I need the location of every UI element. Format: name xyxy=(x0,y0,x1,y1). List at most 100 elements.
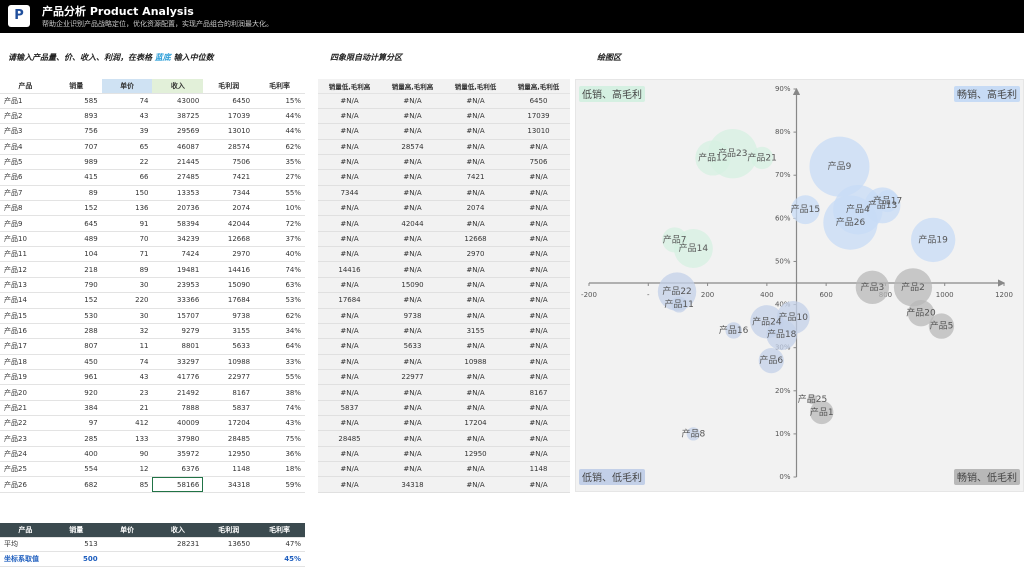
table-cell: 12668 xyxy=(444,231,507,248)
table-cell: 17039 xyxy=(203,108,255,125)
highlight: 蓝底 xyxy=(154,53,171,62)
bubble-label: 产品2 xyxy=(901,281,925,293)
table-cell: 585 xyxy=(50,93,102,109)
table-cell: 11 xyxy=(101,338,153,355)
page-title: 产品分析 Product Analysis xyxy=(42,5,194,18)
table-cell: #N/A xyxy=(381,461,444,478)
table-cell: 7506 xyxy=(203,154,255,171)
table-cell: #N/A xyxy=(444,292,507,309)
table-cell: 35% xyxy=(254,154,305,171)
table-row: #N/A #N/A 10988 #N/A xyxy=(318,354,570,370)
table-cell: 13010 xyxy=(203,123,255,140)
table-cell: 5633 xyxy=(203,338,255,355)
column-header: 毛利率 xyxy=(254,79,305,94)
table-cell: 14416 xyxy=(318,261,381,278)
table-cell: 40009 xyxy=(152,415,204,432)
table-cell: 产品2 xyxy=(0,108,51,125)
table-cell: #N/A xyxy=(318,123,381,140)
table-cell: 136 xyxy=(101,200,153,217)
header-bar: P 产品分析 Product Analysis 帮助企业识别产品战略定位，优化资… xyxy=(0,0,1024,33)
table-row: 产品22 97 412 40009 17204 43% xyxy=(0,415,305,432)
table-cell: 15090 xyxy=(203,277,255,294)
table-cell: 64% xyxy=(254,338,305,355)
table-row: 产品17 807 11 8801 5633 64% xyxy=(0,338,305,355)
table-cell: 产品26 xyxy=(0,476,51,493)
table-cell: 22 xyxy=(101,154,153,171)
table-cell: 1148 xyxy=(507,461,570,478)
table-cell: 42044 xyxy=(381,215,444,232)
table-cell: 产品5 xyxy=(0,154,51,171)
table-row: 产品25 554 12 6376 1148 18% xyxy=(0,461,305,478)
table-row: 7344 #N/A #N/A #N/A xyxy=(318,185,570,202)
table-row: 产品21 384 21 7888 5837 74% xyxy=(0,400,305,417)
table-cell: 10988 xyxy=(203,354,255,370)
bubble-label: 产品23 xyxy=(718,147,747,159)
table-cell: 66 xyxy=(101,169,153,186)
bubble-label: 产品18 xyxy=(767,328,797,340)
table-row: 产品26 682 85 58166 34318 59% xyxy=(0,476,305,493)
table-cell: #N/A xyxy=(381,292,444,309)
table-cell: 384 xyxy=(50,400,102,417)
table-cell: #N/A xyxy=(381,123,444,140)
table-row: #N/A 15090 #N/A #N/A xyxy=(318,277,570,294)
table-cell: 43 xyxy=(101,108,153,125)
table-cell: 产品16 xyxy=(0,323,51,340)
table-cell: #N/A xyxy=(318,369,381,386)
table-cell: #N/A xyxy=(381,400,444,417)
table-cell: 23953 xyxy=(152,277,204,294)
bubble-label: 产品12 xyxy=(698,151,727,163)
table-row: 平均 513 28231 13650 47% xyxy=(0,537,305,552)
table-cell: #N/A xyxy=(318,108,381,125)
table-cell: #N/A xyxy=(318,154,381,171)
table-cell: #N/A xyxy=(507,446,570,463)
table-cell: 400 xyxy=(50,446,102,463)
table-cell: #N/A xyxy=(381,154,444,171)
table-cell: 3155 xyxy=(203,323,255,340)
table-cell: #N/A xyxy=(381,261,444,278)
table-cell: #N/A xyxy=(318,277,381,294)
table-cell: 5633 xyxy=(381,338,444,355)
table-row: #N/A #N/A #N/A 1148 xyxy=(318,461,570,478)
table-cell: 21 xyxy=(101,400,153,417)
bubble xyxy=(750,305,784,339)
table-cell: 17684 xyxy=(318,292,381,309)
table-cell: 产品9 xyxy=(0,215,51,232)
table-row: 产品14 152 220 33366 17684 53% xyxy=(0,292,305,309)
table-cell: 415 xyxy=(50,169,102,186)
table-row: #N/A #N/A #N/A 7506 xyxy=(318,154,570,171)
table-row: #N/A #N/A 3155 #N/A xyxy=(318,323,570,340)
table-row: #N/A #N/A #N/A 17039 xyxy=(318,108,570,125)
table-cell: 17204 xyxy=(203,415,255,432)
table-cell: 15707 xyxy=(152,308,204,324)
table-cell: 218 xyxy=(50,261,102,278)
table-cell: 62% xyxy=(254,308,305,324)
section-title: 四象限自动计算分区 xyxy=(330,53,402,62)
table-cell: 707 xyxy=(50,139,102,155)
bubble xyxy=(673,229,713,268)
table-row: #N/A #N/A 7421 #N/A xyxy=(318,169,570,186)
table-cell: #N/A xyxy=(318,323,381,340)
table-cell: 807 xyxy=(50,338,102,355)
table-row: 产品20 920 23 21492 8167 38% xyxy=(0,384,305,401)
table-cell: 70 xyxy=(101,231,153,248)
table-row: #N/A 9738 #N/A #N/A xyxy=(318,308,570,324)
table-row: 产品1 585 74 43000 6450 15% xyxy=(0,93,305,109)
table-cell: 产品8 xyxy=(0,200,51,217)
column-header: 产品 xyxy=(0,523,51,538)
bubble-label: 产品26 xyxy=(836,216,866,228)
table-cell: #N/A xyxy=(507,323,570,340)
bubble-label: 产品22 xyxy=(662,285,691,297)
table-cell: 65 xyxy=(101,139,153,155)
table-cell: #N/A xyxy=(318,246,381,263)
table-cell: 9738 xyxy=(203,308,255,324)
table-row: #N/A 34318 #N/A #N/A xyxy=(318,476,570,493)
table-cell: #N/A xyxy=(381,384,444,401)
table-cell: 17684 xyxy=(203,292,255,309)
column-header: 销量高,毛利高 xyxy=(381,79,444,94)
table-row: #N/A 42044 #N/A #N/A xyxy=(318,215,570,232)
table-cell: #N/A xyxy=(507,292,570,309)
bubble-label: 产品7 xyxy=(663,233,687,245)
column-header: 销量 xyxy=(50,79,102,94)
quadrant-label: 低销、高毛利 xyxy=(582,88,642,101)
column-header: 毛利率 xyxy=(254,523,305,538)
